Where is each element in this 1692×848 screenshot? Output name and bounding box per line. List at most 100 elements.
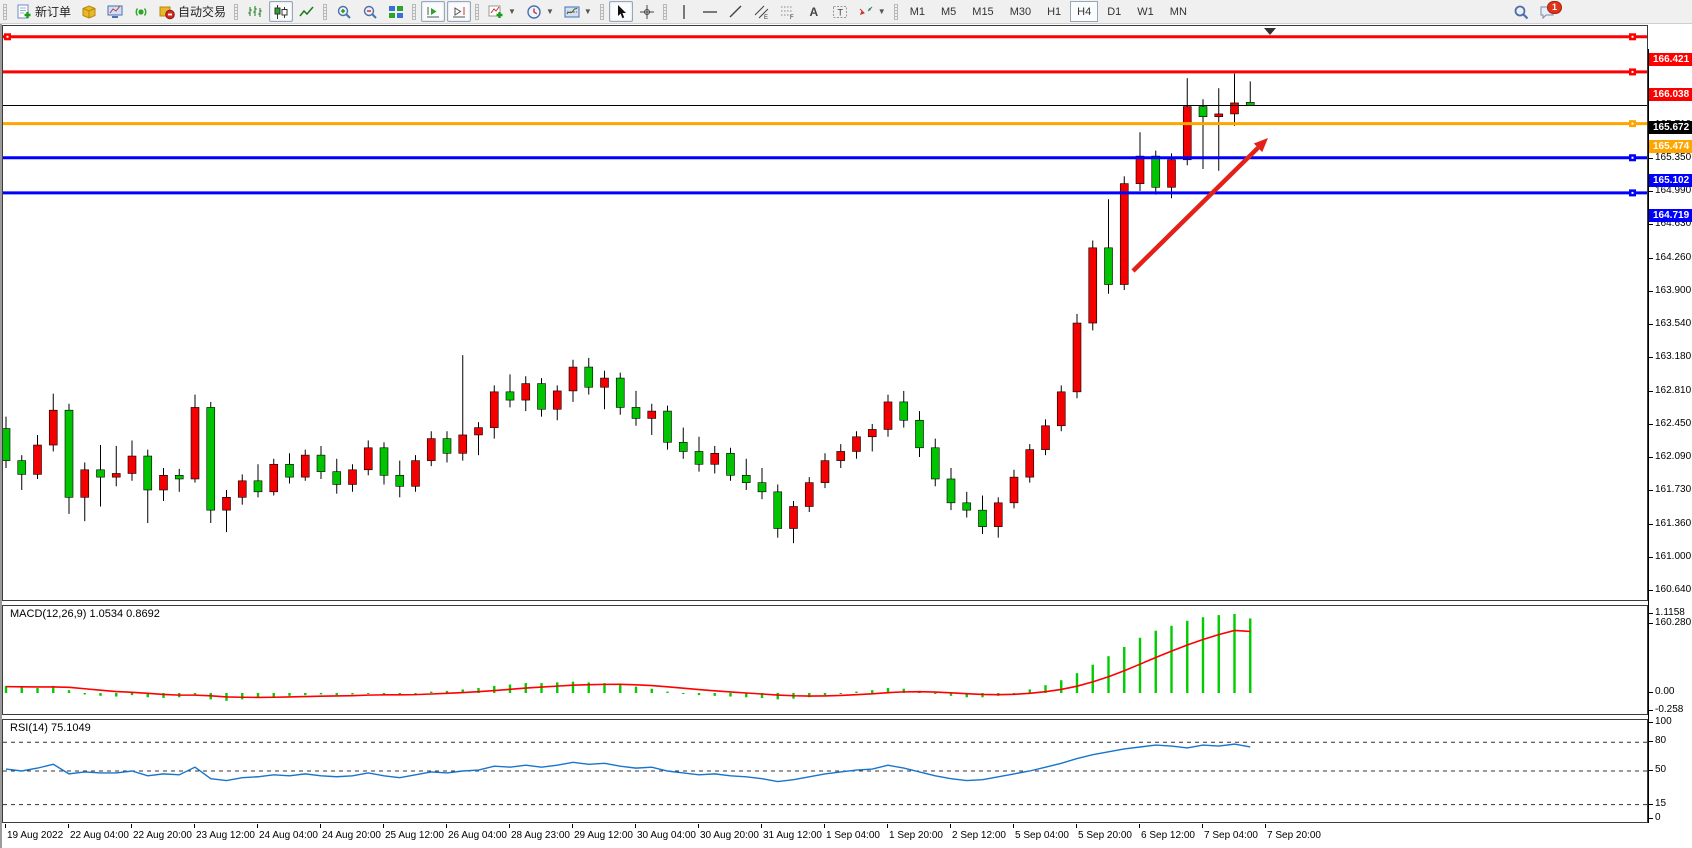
timeframe-m15[interactable]: M15 <box>965 1 1000 22</box>
macd-bar-67 <box>1060 680 1063 693</box>
trend-arrow[interactable] <box>1131 146 1260 273</box>
indicators-button[interactable]: ▼ <box>484 1 520 22</box>
zoom-in-button[interactable] <box>332 1 356 22</box>
auto-scroll-button[interactable] <box>421 1 446 22</box>
macd-axis-1.1158-tick <box>1648 613 1653 614</box>
candle-5 <box>80 469 90 498</box>
signals-button[interactable] <box>129 1 153 22</box>
time-tick <box>950 824 951 828</box>
candle-71 <box>1119 183 1129 285</box>
text-label-button[interactable]: T <box>828 1 852 22</box>
time-label: 1 Sep 04:00 <box>826 830 880 841</box>
toolbar-grip[interactable] <box>475 3 480 20</box>
notification-count-badge: 1 <box>1547 1 1562 14</box>
timeframe-m5[interactable]: M5 <box>934 1 963 22</box>
templates-button-dropdown-icon[interactable]: ▼ <box>583 7 592 16</box>
periods-button[interactable]: ▼ <box>522 1 558 22</box>
toolbar-grip[interactable] <box>599 3 604 20</box>
toolbar-grip[interactable] <box>662 3 667 20</box>
macd-bar-19 <box>304 693 307 696</box>
macd-bar-37 <box>587 682 590 693</box>
arrows-button-dropdown-icon[interactable]: ▼ <box>877 7 886 16</box>
price-axis[interactable]: 165.710165.350164.990164.630164.260163.9… <box>1648 24 1692 824</box>
macd-bar-68 <box>1075 673 1079 693</box>
crosshair-button[interactable] <box>635 1 659 22</box>
toolbar-grip[interactable] <box>893 3 898 20</box>
chart-window[interactable]: ▼ GBPJPY ,H4 165.706 165.935 165.670 165.… <box>0 24 1692 848</box>
candle-8 <box>127 455 137 474</box>
trendline-button[interactable] <box>724 1 748 22</box>
search-button[interactable] <box>1509 1 1533 22</box>
equidistant-channel-button[interactable]: E <box>750 1 774 22</box>
candle-69 <box>1088 247 1098 324</box>
chart-shift-button[interactable] <box>447 1 472 22</box>
timeframe-w1[interactable]: W1 <box>1130 1 1161 22</box>
fibonacci-button[interactable]: F <box>776 1 800 22</box>
indicators-button-dropdown-icon[interactable]: ▼ <box>508 7 516 16</box>
rsi-panel[interactable] <box>2 719 1648 823</box>
templates-button[interactable]: ▼ <box>560 1 596 22</box>
price-tick-162.090-tick <box>1648 457 1653 459</box>
candle-28 <box>442 438 452 454</box>
time-label: 19 Aug 2022 <box>7 830 64 841</box>
terminal-button[interactable] <box>103 1 127 22</box>
timeframe-h4-label: H4 <box>1077 5 1092 18</box>
auto-scroll-icon <box>425 4 441 20</box>
candlestick-chart-button[interactable] <box>269 1 294 22</box>
time-tick <box>1076 824 1077 828</box>
toolbar-grip[interactable] <box>234 3 239 20</box>
timeframe-h1[interactable]: H1 <box>1040 1 1068 22</box>
line-chart-button[interactable] <box>295 1 319 22</box>
zoom-out-button[interactable] <box>358 1 382 22</box>
macd-bar-9 <box>146 693 149 698</box>
rsi-axis-50-tick <box>1648 770 1653 771</box>
market-depth-button[interactable] <box>77 1 101 22</box>
auto-trading-button-label: 自动交易 <box>178 5 227 19</box>
chart-shift-marker[interactable] <box>1264 28 1276 35</box>
timeframe-m30[interactable]: M30 <box>1003 1 1038 22</box>
tile-windows-button[interactable] <box>384 1 408 22</box>
price-badge-166.421: 166.421 <box>1649 52 1692 66</box>
time-tick <box>761 824 762 828</box>
price-chart-panel[interactable] <box>2 25 1648 601</box>
candle-48 <box>757 482 767 493</box>
macd-bar-54 <box>855 691 858 693</box>
crosshair-icon <box>639 4 655 20</box>
time-tick <box>635 824 636 828</box>
periods-button-dropdown-icon[interactable]: ▼ <box>545 7 554 16</box>
time-label: 25 Aug 12:00 <box>385 830 444 841</box>
timeframe-m1[interactable]: M1 <box>903 1 932 22</box>
toolbar-grip[interactable] <box>412 3 417 20</box>
time-label: 31 Aug 12:00 <box>763 830 822 841</box>
macd-bar-76 <box>1201 617 1205 693</box>
arrows-button[interactable]: ▼ <box>854 1 890 22</box>
trendline-icon <box>728 4 744 20</box>
new-order-button[interactable]: 新订单 <box>12 1 75 22</box>
macd-axis-1.1158: 1.1158 <box>1655 607 1685 618</box>
candle-11 <box>174 475 184 480</box>
time-axis[interactable]: 19 Aug 2022 22 Aug 04:00 22 Aug 20:00 23 Au… <box>2 824 1692 848</box>
bar-chart-button[interactable] <box>243 1 267 22</box>
horizontal-line-button[interactable] <box>698 1 722 22</box>
toolbar-grip[interactable] <box>3 3 7 20</box>
chat-button[interactable]: 1 <box>1535 1 1562 22</box>
timeframe-h4[interactable]: H4 <box>1070 1 1099 22</box>
timeframe-d1[interactable]: D1 <box>1100 1 1128 22</box>
time-tick <box>1013 824 1014 828</box>
candle-19 <box>300 454 310 478</box>
time-tick <box>131 824 132 828</box>
candle-12 <box>190 407 200 480</box>
trend-arrow-head[interactable] <box>1253 138 1268 153</box>
candle-35 <box>552 390 562 410</box>
toolbar-grip[interactable] <box>323 3 328 20</box>
timeframe-mn[interactable]: MN <box>1163 1 1194 22</box>
macd-panel[interactable] <box>2 605 1648 715</box>
vertical-line-button[interactable] <box>672 1 696 22</box>
cursor-button[interactable] <box>608 1 633 22</box>
candle-17 <box>269 463 279 493</box>
auto-trading-button[interactable]: 自动交易 <box>155 1 230 22</box>
rsi-indicator-label: RSI(14) 75.1049 <box>10 722 91 734</box>
text-button[interactable]: A <box>802 1 826 22</box>
new-order-icon <box>16 4 32 20</box>
candle-22 <box>348 469 357 485</box>
